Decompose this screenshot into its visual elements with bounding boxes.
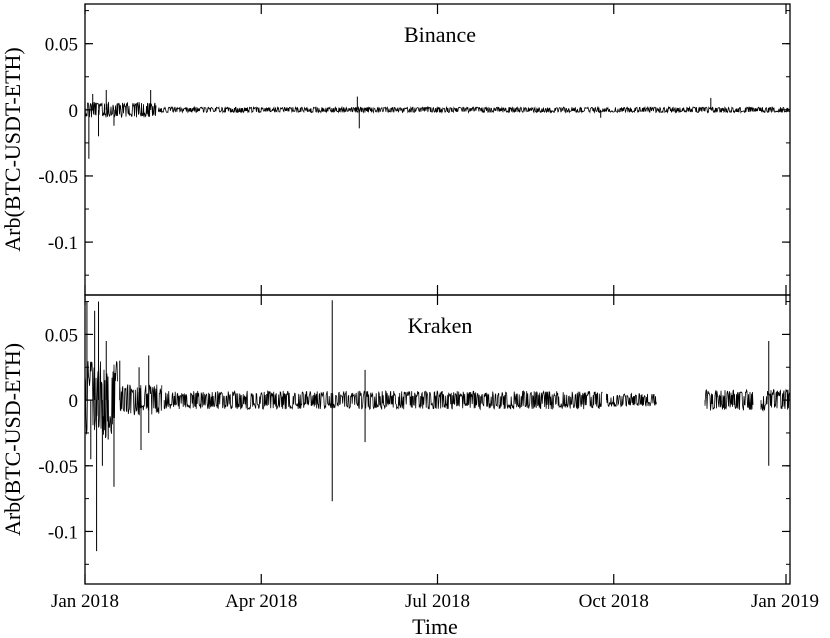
x-tick-label: Jul 2018: [405, 591, 470, 612]
binance-y-axis-label: Arb(BTC-USDT-ETH): [0, 47, 25, 252]
series-segment: [119, 384, 163, 416]
y-tick-label: -0.1: [48, 233, 78, 254]
x-tick-label: Apr 2018: [225, 591, 297, 612]
y-tick-label: 0: [69, 391, 79, 412]
series-segment: [158, 105, 791, 114]
kraken-y-axis-label: Arb(BTC-USD-ETH): [0, 343, 25, 536]
series-segment: [163, 390, 603, 411]
y-tick-label: -0.05: [38, 457, 78, 478]
x-tick-labels: Jan 2018 Apr 2018 Jul 2018 Oct 2018 Jan 2019: [51, 591, 819, 612]
x-axis-label: Time: [412, 614, 458, 638]
y-tick-label: -0.05: [38, 167, 78, 188]
x-tick-label: Jan 2018: [51, 591, 119, 612]
binance-ticks: 0.05 0 -0.05 -0.1: [38, 4, 790, 295]
binance-plot-frame: [84, 3, 791, 296]
series-segment: [606, 392, 657, 408]
y-tick-label: -0.1: [48, 522, 78, 543]
y-tick-label: 0: [69, 101, 79, 122]
y-tick-label: 0.05: [45, 35, 78, 56]
kraken-title: Kraken: [408, 313, 473, 338]
series-segment: [760, 388, 790, 412]
x-tick-label: Oct 2018: [579, 591, 649, 612]
kraken-ticks: 0.05 0 -0.05 -0.1: [38, 295, 790, 584]
kraken-panel: 0.05 0 -0.05 -0.1 Kraken Arb(BTC-USD-ETH): [0, 294, 791, 585]
binance-title: Binance: [404, 22, 476, 47]
kraken-plot-frame: [84, 294, 791, 585]
binance-series: [84, 89, 791, 159]
binance-panel: 0.05 0 -0.05 -0.1 Binance Arb(BTC-USDT-ETH): [0, 3, 791, 296]
y-tick-label: 0.05: [45, 325, 78, 346]
x-tick-label: Jan 2019: [751, 591, 819, 612]
series-segment: [704, 388, 754, 411]
series-segment: [84, 361, 118, 439]
kraken-series: [84, 300, 790, 552]
series-segment: [84, 101, 157, 118]
